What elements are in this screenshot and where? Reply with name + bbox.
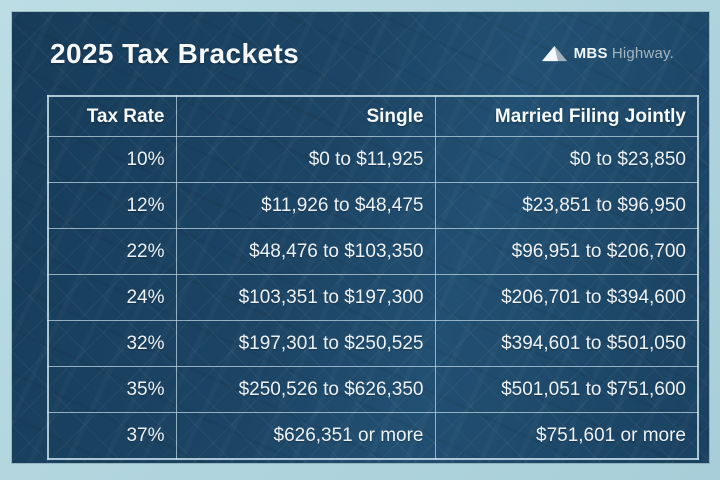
married-range-cell: $96,951 to $206,700 (434, 228, 699, 275)
single-range-cell: $11,926 to $48,475 (175, 182, 436, 229)
table-row: 10% $0 to $11,925 $0 to $23,850 (47, 136, 699, 183)
married-range-cell: $0 to $23,850 (434, 136, 699, 183)
tax-rate-cell: 37% (47, 412, 177, 460)
tax-rate-cell: 35% (47, 366, 177, 413)
married-range-cell: $394,601 to $501,050 (434, 320, 699, 367)
tax-rate-cell: 22% (47, 228, 177, 275)
column-header-tax-rate: Tax Rate (47, 95, 177, 137)
married-range-cell: $501,051 to $751,600 (434, 366, 699, 413)
single-range-cell: $103,351 to $197,300 (175, 274, 436, 321)
table-row: 37% $626,351 or more $751,601 or more (47, 412, 699, 460)
table-row: 35% $250,526 to $626,350 $501,051 to $75… (47, 366, 699, 413)
table-row: 12% $11,926 to $48,475 $23,851 to $96,95… (47, 182, 699, 229)
logo-text-highway: Highway. (611, 45, 674, 62)
logo-text-mbs: MBS (573, 45, 608, 62)
single-range-cell: $626,351 or more (175, 412, 436, 460)
tax-rate-cell: 12% (47, 182, 177, 229)
tax-rate-cell: 10% (47, 136, 177, 183)
single-range-cell: $250,526 to $626,350 (175, 366, 436, 413)
table-row: 24% $103,351 to $197,300 $206,701 to $39… (47, 274, 699, 321)
tax-rate-cell: 32% (47, 320, 177, 367)
table-row: 32% $197,301 to $250,525 $394,601 to $50… (47, 320, 699, 367)
tax-rate-cell: 24% (47, 274, 177, 321)
table-header-row: Tax Rate Single Married Filing Jointly (47, 95, 699, 137)
single-range-cell: $197,301 to $250,525 (175, 320, 436, 367)
mbs-highway-logo: MBS Highway. (541, 45, 674, 62)
column-header-married-filing-jointly: Married Filing Jointly (434, 95, 699, 137)
infographic-panel: 2025 Tax Brackets MBS Highway. Tax Rate … (12, 12, 709, 463)
column-header-single: Single (175, 95, 436, 137)
married-range-cell: $751,601 or more (434, 412, 699, 460)
married-range-cell: $206,701 to $394,600 (434, 274, 699, 321)
mountain-icon (541, 45, 568, 62)
single-range-cell: $0 to $11,925 (175, 136, 436, 183)
married-range-cell: $23,851 to $96,950 (434, 182, 699, 229)
table-row: 22% $48,476 to $103,350 $96,951 to $206,… (47, 228, 699, 275)
page-title: 2025 Tax Brackets (50, 38, 300, 69)
single-range-cell: $48,476 to $103,350 (175, 228, 436, 275)
tax-brackets-table: Tax Rate Single Married Filing Jointly 1… (47, 95, 699, 460)
